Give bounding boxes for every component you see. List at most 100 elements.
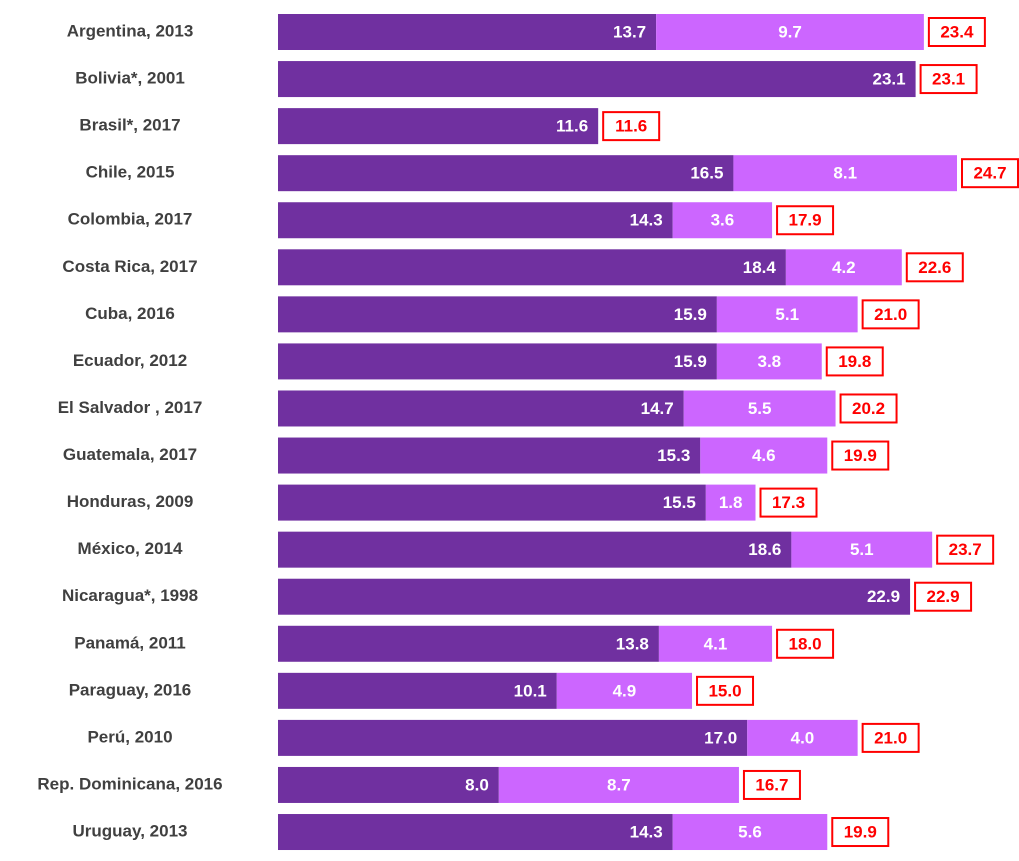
value-label: 3.8	[757, 352, 781, 371]
bar-segment	[278, 61, 916, 98]
bar-segment	[278, 719, 748, 756]
value-label: 13.8	[616, 634, 649, 653]
total-label: 21.0	[874, 728, 907, 747]
total-label: 15.0	[708, 681, 741, 700]
total-box	[936, 534, 995, 565]
bar-segment	[785, 249, 902, 286]
total-box	[927, 17, 986, 47]
category-label: Paraguay, 2016	[69, 680, 192, 699]
value-label: 17.0	[704, 728, 737, 747]
value-label: 18.4	[743, 258, 777, 277]
category-label: Perú, 2010	[87, 727, 172, 746]
bar-segment	[672, 202, 773, 239]
value-label: 15.5	[663, 493, 696, 512]
value-label: 4.0	[791, 728, 815, 747]
value-label: 9.7	[778, 22, 802, 41]
bar-segment	[705, 484, 756, 521]
total-label: 19.8	[838, 352, 871, 371]
category-label: Guatemala, 2017	[63, 445, 197, 464]
value-label: 14.3	[630, 211, 663, 230]
total-label: 23.1	[932, 70, 965, 89]
value-label: 15.9	[674, 305, 707, 324]
total-label: 18.0	[789, 634, 822, 653]
bar-segment	[278, 343, 717, 380]
bar-segment	[683, 390, 836, 427]
bar-segment	[278, 390, 684, 427]
value-label: 14.3	[630, 823, 663, 842]
value-label: 5.5	[748, 399, 772, 418]
total-box	[831, 817, 890, 848]
bar-segment	[278, 14, 657, 50]
value-label: 8.1	[833, 164, 857, 183]
value-label: 8.7	[607, 775, 631, 794]
bar-segment	[498, 766, 739, 803]
category-label: Panamá, 2011	[74, 633, 186, 652]
category-label: El Salvador , 2017	[58, 398, 203, 417]
total-box	[742, 769, 801, 800]
value-label: 23.1	[873, 70, 906, 89]
total-label: 23.4	[940, 22, 974, 41]
total-label: 19.9	[844, 446, 877, 465]
bar-segment	[278, 531, 792, 568]
bar-segment	[556, 672, 693, 709]
category-label: Honduras, 2009	[67, 492, 194, 511]
total-label: 17.9	[789, 211, 822, 230]
total-label: 11.6	[615, 117, 647, 136]
category-label: Brasil*, 2017	[79, 116, 180, 135]
category-label: México, 2014	[78, 539, 183, 558]
total-label: 19.9	[844, 823, 877, 842]
bar-segment	[278, 766, 499, 803]
value-label: 13.7	[613, 22, 646, 41]
value-label: 18.6	[748, 540, 781, 559]
total-box	[696, 675, 755, 706]
value-label: 16.5	[690, 164, 723, 183]
total-box	[602, 111, 661, 142]
category-label: Chile, 2015	[86, 163, 175, 182]
total-box	[961, 158, 1019, 189]
bar-segment	[278, 108, 599, 145]
total-label: 17.3	[772, 493, 805, 512]
category-label: Argentina, 2013	[67, 21, 194, 40]
total-label: 21.0	[874, 305, 907, 324]
category-label: Rep. Dominicana, 2016	[37, 774, 222, 793]
bar-segment	[278, 155, 734, 192]
total-label: 23.7	[949, 540, 982, 559]
total-box	[839, 393, 898, 424]
value-label: 5.1	[775, 305, 799, 324]
value-label: 3.6	[711, 211, 735, 230]
value-label: 5.6	[738, 823, 762, 842]
value-label: 5.1	[850, 540, 874, 559]
total-box	[831, 440, 890, 471]
category-label: Bolivia*, 2001	[75, 69, 185, 88]
total-box	[759, 487, 818, 518]
bar-segment	[278, 296, 717, 333]
bar-segment	[278, 625, 659, 662]
total-box	[861, 722, 920, 753]
category-label: Cuba, 2016	[85, 304, 175, 323]
bar-segment	[658, 625, 773, 662]
total-label: 22.9	[927, 587, 960, 606]
total-box	[776, 205, 835, 236]
bar-segment	[278, 437, 701, 474]
total-box	[776, 628, 835, 659]
category-label: Uruguay, 2013	[73, 822, 188, 841]
bar-segment	[747, 719, 858, 756]
bar-segment	[278, 484, 706, 521]
value-label: 14.7	[641, 399, 674, 418]
value-label: 4.9	[613, 681, 637, 700]
bar-segment	[716, 343, 822, 380]
total-label: 16.7	[755, 775, 788, 794]
bar-segment	[656, 14, 924, 50]
total-box	[861, 299, 920, 330]
category-label: Colombia, 2017	[68, 210, 193, 229]
bar-segment	[791, 531, 933, 568]
bar-segment	[733, 155, 957, 192]
total-box	[919, 64, 978, 95]
value-label: 22.9	[867, 587, 900, 606]
value-label: 4.1	[704, 634, 728, 653]
total-box	[825, 346, 884, 377]
bar-segment	[716, 296, 858, 333]
bar-segment	[672, 814, 828, 851]
category-label: Ecuador, 2012	[73, 351, 187, 370]
